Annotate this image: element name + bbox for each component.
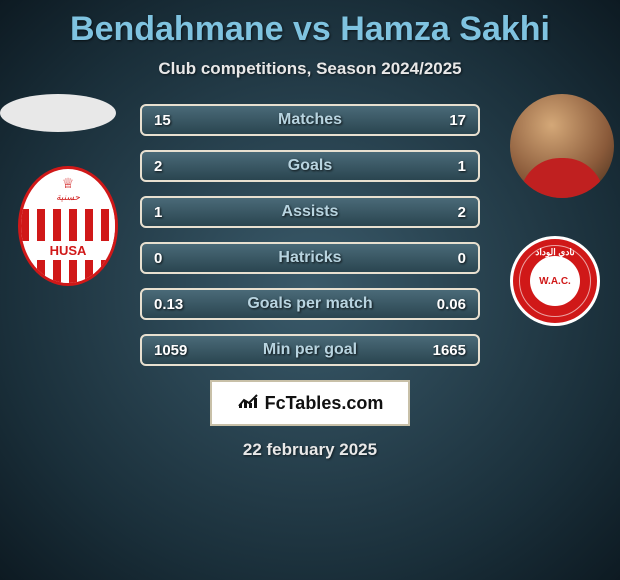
stat-label: Goals xyxy=(142,157,478,175)
date-text: 22 february 2025 xyxy=(10,440,610,460)
player-right-avatar xyxy=(510,94,614,198)
stat-label: Min per goal xyxy=(142,341,478,359)
wac-badge: نادي الوداد W.A.C. xyxy=(510,236,600,326)
brand-badge[interactable]: FcTables.com xyxy=(210,380,410,426)
stat-row-goals: 2 Goals 1 xyxy=(140,150,480,182)
brand-text: FcTables.com xyxy=(265,393,384,414)
stat-label: Matches xyxy=(142,111,478,129)
comparison-panel: ♕ حسنية نادي الوداد W.A.C. 15 Matches 17… xyxy=(0,104,620,460)
crown-icon: ♕ xyxy=(62,175,75,192)
subtitle: Club competitions, Season 2024/2025 xyxy=(0,59,620,79)
stat-label: Hatricks xyxy=(142,249,478,267)
stat-row-gpm: 0.13 Goals per match 0.06 xyxy=(140,288,480,320)
stat-row-matches: 15 Matches 17 xyxy=(140,104,480,136)
stats-table: 15 Matches 17 2 Goals 1 1 Assists 2 0 Ha… xyxy=(140,104,480,366)
stat-label: Goals per match xyxy=(142,295,478,313)
player-left-avatar xyxy=(0,94,116,132)
club-logo-right: نادي الوداد W.A.C. xyxy=(510,236,600,326)
club-logo-left: ♕ حسنية xyxy=(18,166,118,286)
stat-row-assists: 1 Assists 2 xyxy=(140,196,480,228)
husa-script: حسنية xyxy=(56,192,80,203)
husa-badge: ♕ حسنية xyxy=(18,166,118,286)
chart-icon xyxy=(237,392,259,415)
stat-row-mpg: 1059 Min per goal 1665 xyxy=(140,334,480,366)
page-title: Bendahmane vs Hamza Sakhi xyxy=(0,0,620,49)
stat-label: Assists xyxy=(142,203,478,221)
wac-arabic: نادي الوداد xyxy=(535,247,574,258)
stat-row-hatricks: 0 Hatricks 0 xyxy=(140,242,480,274)
